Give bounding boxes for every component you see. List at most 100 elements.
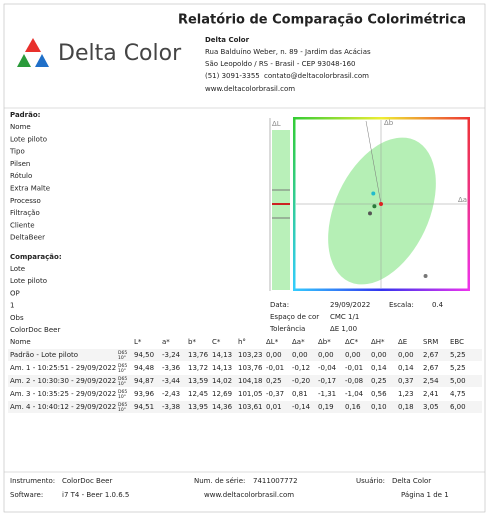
illuminant: D65 [118, 363, 127, 369]
info-value: ΔE 1,00 [330, 325, 357, 333]
cell: 6,00 [450, 403, 466, 411]
sample-point [423, 274, 428, 279]
cell: 2,67 [423, 364, 439, 372]
column-header: EBC [450, 338, 464, 346]
cell: -1,31 [318, 390, 336, 398]
cell: 101,05 [238, 390, 263, 398]
cell: 0,00 [345, 351, 361, 359]
cell: 0,01 [266, 403, 282, 411]
footer-value: 7411007772 [253, 477, 298, 485]
cell: 93,96 [134, 390, 155, 398]
cell: -0,12 [292, 364, 310, 372]
axis-label: Δb [384, 119, 394, 127]
column-header: ΔE [398, 338, 407, 346]
cell: 94,48 [134, 364, 154, 372]
field: Filtração [10, 209, 40, 217]
cell: 1,23 [398, 390, 414, 398]
cell: Am. 1 - 10:25:51 - 29/09/2022 [10, 364, 116, 372]
cell: 2,67 [423, 351, 439, 359]
field: Lote [10, 265, 25, 273]
cell: 12,45 [188, 390, 208, 398]
info-label: Tolerância [269, 325, 305, 333]
cell: -1,04 [345, 390, 364, 398]
cell: 0,25 [371, 377, 387, 385]
cell: 12,69 [212, 390, 232, 398]
cell: 0,00 [371, 351, 387, 359]
field: Lote piloto [10, 277, 47, 285]
cell: 13,59 [188, 377, 208, 385]
footer-value: i7 T4 - Beer 1.0.6.5 [62, 491, 129, 499]
cell: 0,37 [398, 377, 414, 385]
sample-point [368, 211, 372, 216]
logo-icon [17, 38, 49, 67]
column-header: SRM [423, 338, 438, 346]
cell: 0,00 [318, 351, 334, 359]
axis-label: Δa [458, 196, 467, 204]
cell: 103,23 [238, 351, 263, 359]
illuminant: D65 [118, 350, 127, 356]
cell: Am. 4 - 10:40:12 - 29/09/2022 [10, 403, 116, 411]
logo-text: Delta Color [58, 41, 182, 66]
border [293, 117, 470, 120]
cell: -0,20 [292, 377, 310, 385]
cell: 0,19 [318, 403, 334, 411]
company-line: contato@deltacolorbrasil.com [264, 72, 369, 80]
cell: 103,76 [238, 364, 263, 372]
sample-point [371, 191, 376, 196]
cell: 3,05 [423, 403, 439, 411]
illuminant: 10° [118, 381, 126, 387]
cell: -0,17 [318, 377, 336, 385]
footer-label: Num. de série: [194, 477, 245, 485]
column-header: a* [162, 338, 170, 346]
cell: 0,16 [345, 403, 361, 411]
row-bg [8, 401, 482, 413]
row-bg [8, 375, 482, 387]
footer-value: ColorDoc Beer [62, 477, 112, 485]
sample-point [372, 204, 377, 209]
cell: -3,38 [162, 403, 180, 411]
cell: Padrão - Lote piloto [10, 351, 78, 359]
cell: 103,61 [238, 403, 263, 411]
cell: 4,75 [450, 390, 466, 398]
footer-label: Usuário: [356, 477, 385, 485]
info-value: 29/09/2022 [330, 301, 370, 309]
illuminant: D65 [118, 376, 127, 382]
field: Nome [10, 123, 31, 131]
cell: -0,37 [266, 390, 284, 398]
cell: -3,24 [162, 351, 181, 359]
cell: 94,51 [134, 403, 154, 411]
footer-label: Software: [10, 491, 43, 499]
cell: 2,54 [423, 377, 439, 385]
column-header: b* [188, 338, 196, 346]
cell: 104,18 [238, 377, 263, 385]
cell: -2,43 [162, 390, 180, 398]
cell: 14,36 [212, 403, 233, 411]
company-line: (51) 3091-3355 [205, 72, 260, 80]
company-line: www.deltacolorbrasil.com [205, 85, 295, 93]
column-header: ΔC* [345, 338, 359, 346]
row-bg [8, 349, 482, 361]
info-value: CMC 1/1 [330, 313, 359, 321]
info-label: Espaço de cor [270, 313, 319, 321]
cell: -0,08 [345, 377, 363, 385]
cell: 0,00 [266, 351, 282, 359]
field: Extra Malte [10, 185, 50, 193]
cell: 0,00 [292, 351, 308, 359]
footer-label: Instrumento: [10, 477, 55, 485]
illuminant: 10° [118, 355, 126, 361]
cell: -0,04 [318, 364, 337, 372]
column-header: Δb* [318, 338, 331, 346]
cell: 0,00 [398, 351, 414, 359]
cell: 94,50 [134, 351, 154, 359]
field: DeltaBeer [10, 234, 45, 242]
column-header: ΔL* [266, 338, 279, 346]
cell: 13,76 [188, 351, 209, 359]
info-value: 0.4 [432, 301, 444, 309]
cell: 0,18 [398, 403, 414, 411]
dl-bar [272, 130, 290, 290]
illuminant: 10° [118, 368, 126, 374]
cell: 0,14 [371, 364, 387, 372]
field: Obs [10, 314, 24, 322]
border [293, 117, 296, 291]
